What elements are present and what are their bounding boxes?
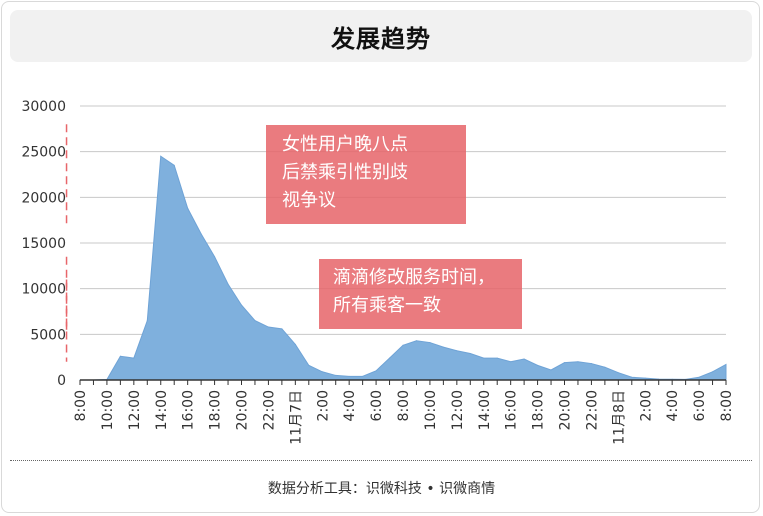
x-tick-label: 12:00	[450, 390, 466, 430]
x-tick-label: 4:00	[342, 390, 358, 421]
data-point	[267, 326, 269, 328]
data-point	[496, 357, 498, 359]
x-tick-label: 11月8日	[611, 390, 627, 445]
data-point	[564, 362, 565, 364]
x-tick-label: 18:00	[208, 390, 224, 430]
data-point	[227, 283, 229, 285]
data-point	[281, 328, 283, 330]
data-point	[160, 155, 162, 157]
x-tick-label: 4:00	[665, 390, 681, 421]
x-tick-label: 10:00	[100, 390, 116, 430]
data-point	[119, 355, 121, 357]
x-tick-label: 10:00	[423, 390, 439, 430]
data-point	[362, 375, 364, 377]
x-tick-label: 8:00	[719, 390, 735, 421]
data-point	[456, 350, 458, 352]
x-tick-label: 22:00	[261, 390, 277, 430]
footer-credit: 数据分析工具：识微科技 • 识微商情	[267, 481, 496, 497]
data-point	[510, 361, 512, 363]
x-tick-label: 16:00	[504, 390, 520, 430]
data-point	[442, 346, 444, 348]
x-tick-label: 16:00	[181, 390, 197, 430]
x-tick-label: 2:00	[638, 390, 654, 421]
y-tick-label: 10000	[21, 282, 66, 298]
data-point	[321, 371, 323, 373]
x-tick-label: 20:00	[558, 390, 574, 430]
data-point	[294, 343, 296, 345]
data-point	[523, 358, 525, 360]
annotation-gender-controversy: 女性用户晚八点 后禁乘引性别歧 视争议	[266, 125, 466, 224]
x-tick-label: 20:00	[235, 390, 251, 430]
data-point	[644, 377, 646, 379]
data-point	[604, 366, 606, 368]
x-tick-label: 14:00	[477, 390, 493, 430]
data-point	[550, 369, 552, 371]
y-tick-label: 20000	[21, 190, 66, 206]
data-point	[214, 256, 216, 258]
data-point	[469, 353, 471, 355]
data-point	[617, 372, 619, 374]
y-tick-label: 15000	[21, 236, 66, 252]
y-tick-label: 0	[57, 373, 66, 389]
data-point	[335, 374, 337, 376]
x-tick-label: 14:00	[154, 390, 170, 430]
data-point	[187, 207, 189, 209]
y-tick-label: 5000	[30, 327, 66, 343]
data-point	[389, 357, 391, 359]
x-tick-label: 6:00	[692, 390, 708, 421]
data-point	[146, 320, 148, 322]
data-point	[577, 361, 579, 363]
data-point	[200, 233, 202, 235]
data-point	[415, 340, 417, 342]
data-point	[375, 370, 377, 372]
data-point	[348, 375, 350, 377]
x-tick-label: 18:00	[531, 390, 547, 430]
x-tick-label: 8:00	[396, 390, 412, 421]
y-tick-label: 25000	[21, 145, 66, 161]
footer-divider	[10, 460, 752, 461]
data-point	[429, 342, 431, 344]
x-tick-label: 8:00	[73, 390, 89, 421]
data-point	[254, 320, 256, 322]
annotation-service-time-change: 滴滴修改服务时间， 所有乘客一致	[319, 259, 522, 329]
x-tick-label: 12:00	[127, 390, 143, 430]
data-point	[590, 363, 592, 365]
data-point	[631, 376, 633, 378]
data-point	[308, 364, 310, 366]
data-point	[133, 357, 135, 359]
y-tick-label: 30000	[21, 99, 66, 115]
data-point	[698, 376, 700, 378]
data-point	[537, 364, 539, 366]
chart-title: 发展趋势	[331, 24, 431, 53]
data-point	[483, 357, 485, 359]
x-tick-label: 6:00	[369, 390, 385, 421]
data-point	[725, 363, 727, 365]
data-point	[173, 164, 175, 166]
x-tick-label: 22:00	[584, 390, 600, 430]
title-bar: 发展趋势	[10, 10, 752, 62]
data-point	[712, 371, 714, 373]
x-tick-label: 2:00	[315, 390, 331, 421]
data-point	[402, 344, 404, 346]
x-tick-label: 11月7日	[288, 390, 304, 445]
data-point	[241, 304, 242, 306]
